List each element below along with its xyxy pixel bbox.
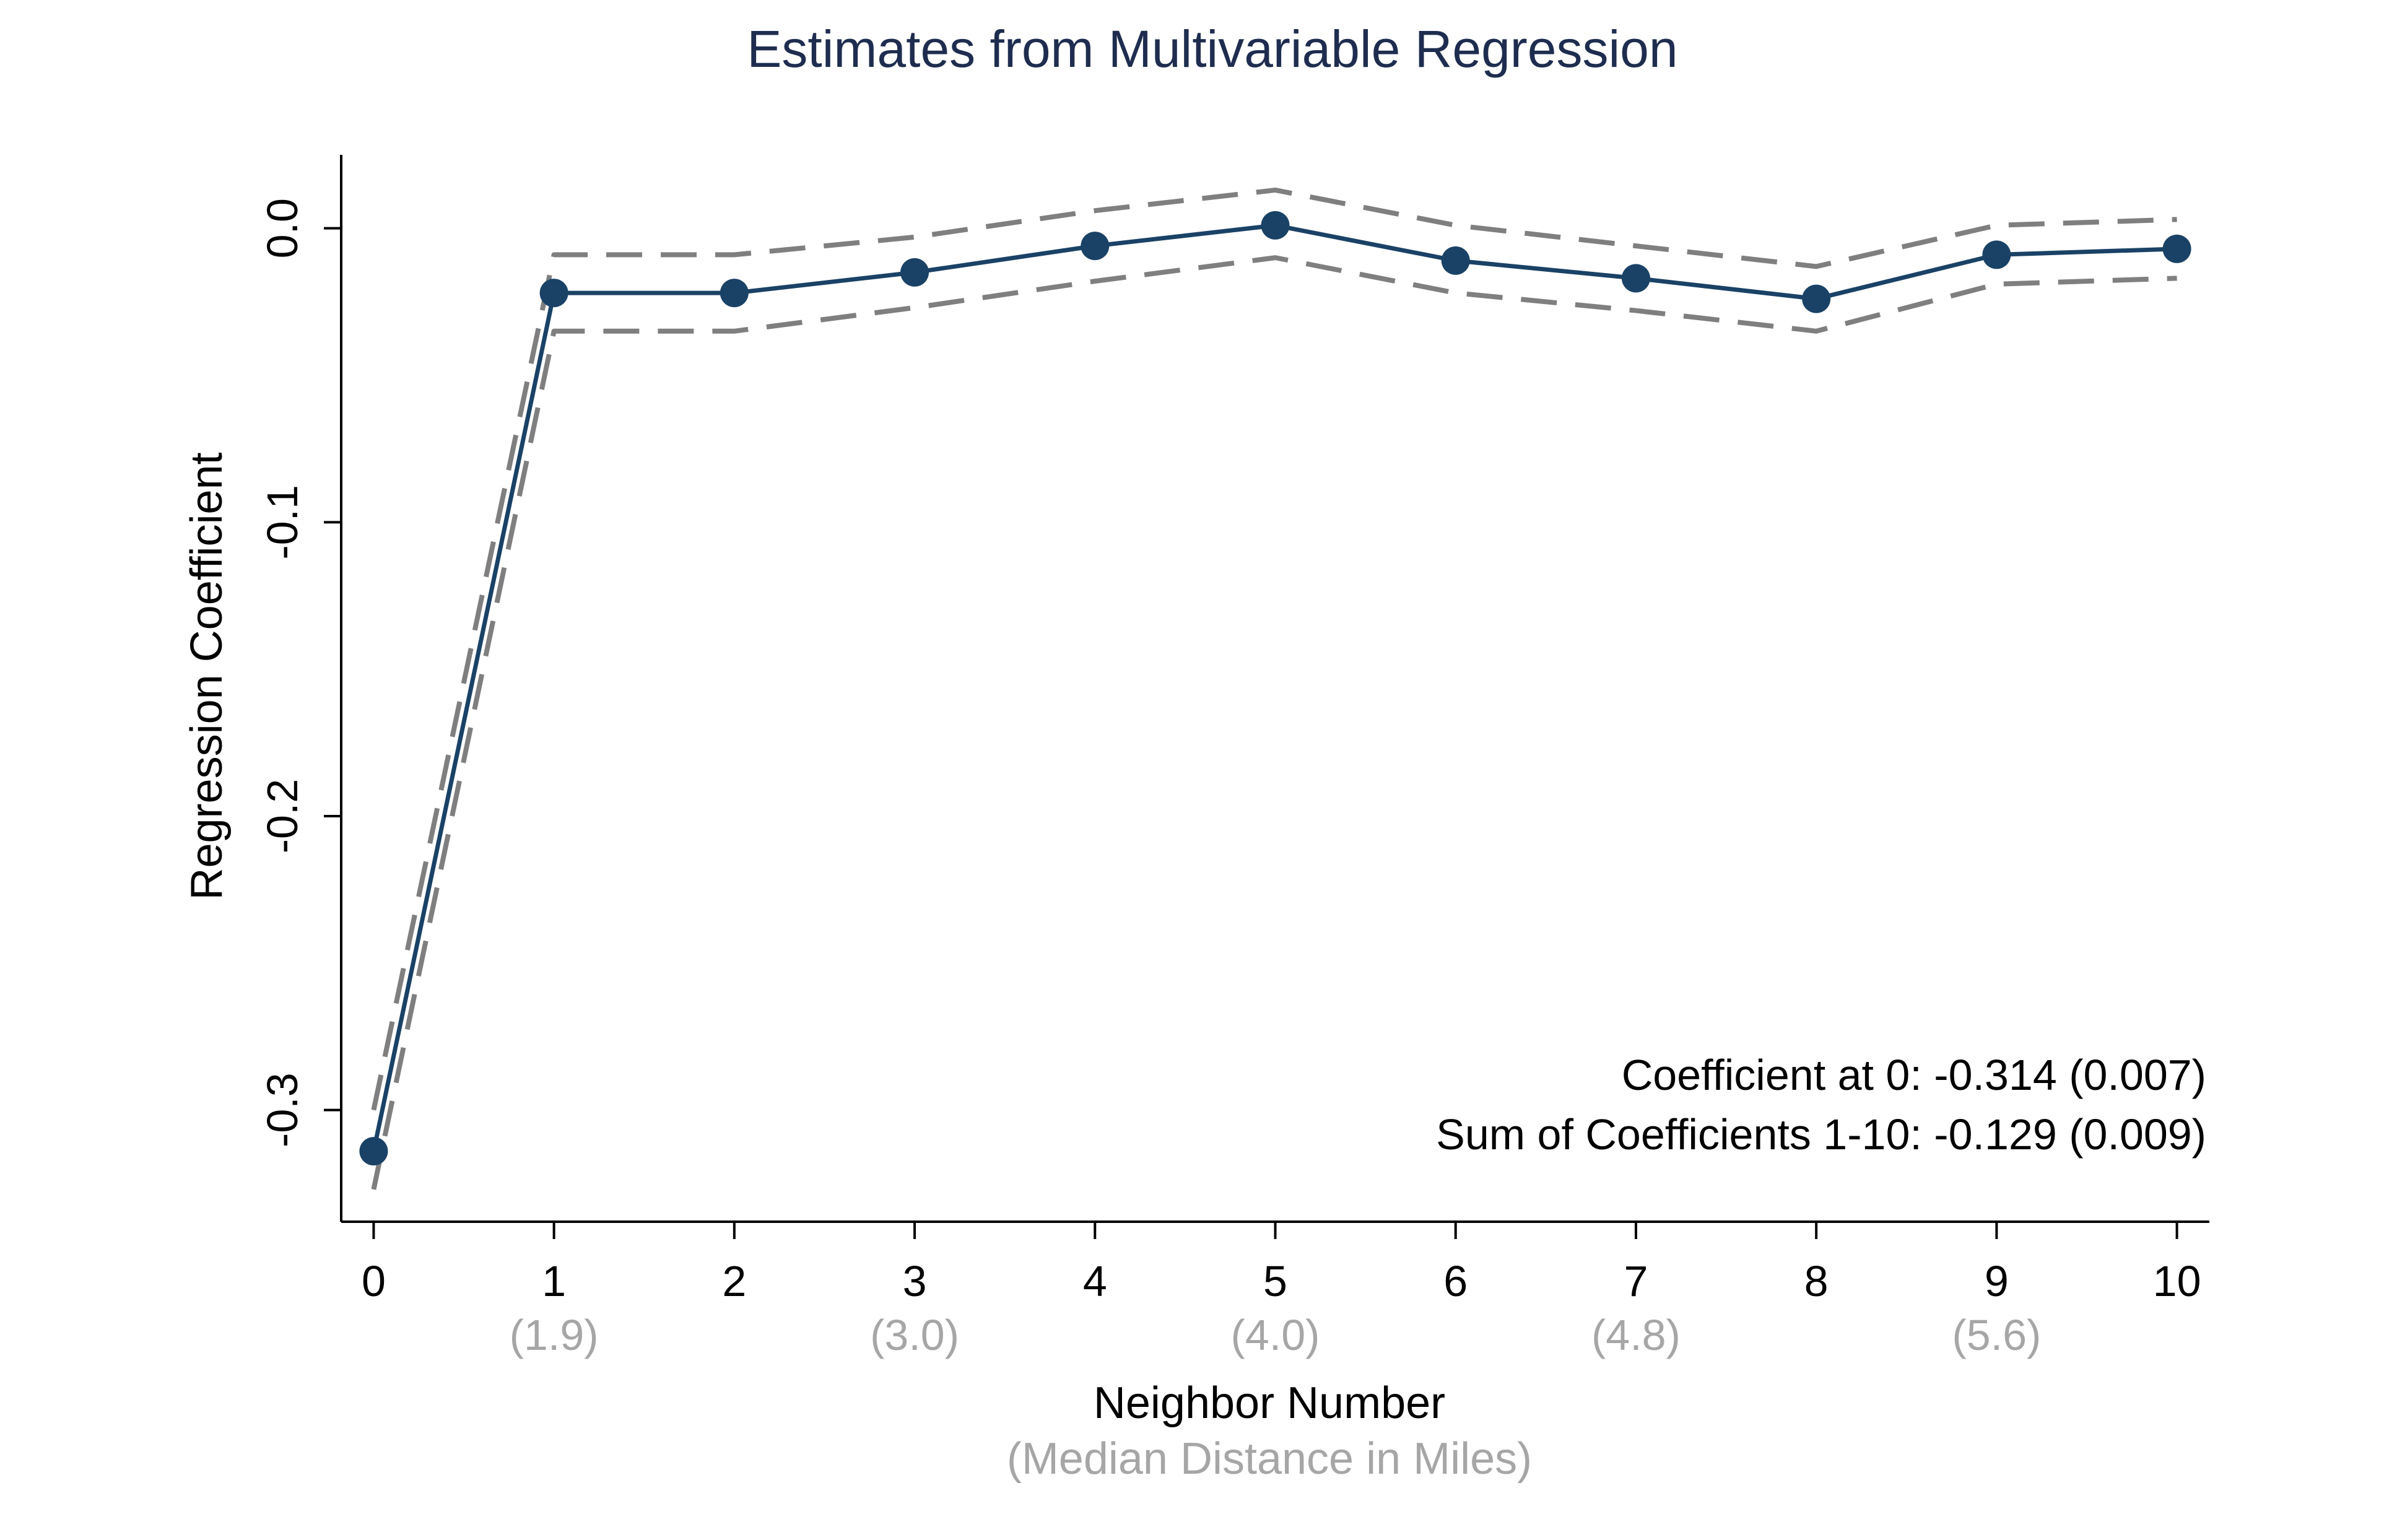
estimate-point: [1261, 211, 1290, 240]
estimate-line: [371, 223, 2177, 1152]
y-tick-label: 0.0: [258, 198, 307, 258]
annotation-coefficient-at-0: Coefficient at 0: -0.314 (0.007): [1622, 1051, 2206, 1099]
y-tick-label: -0.1: [258, 485, 307, 560]
x-axis-sublabel: (Median Distance in Miles): [1007, 1434, 1532, 1484]
x-tick-label: 6: [1443, 1257, 1468, 1305]
x-tick-label: 1: [542, 1257, 566, 1305]
x-sub-tick-label: (5.6): [1952, 1311, 2041, 1359]
estimate-point: [2162, 234, 2191, 263]
x-sub-tick-label: (3.0): [870, 1311, 959, 1359]
ci-line-upper-ci: [371, 187, 2177, 1111]
x-sub-tick-label: (4.0): [1231, 1311, 1320, 1359]
tick-labels: 0 1 2 3 4 5 6 7 8 9 10 (1.9) (3.0) (4.0) (4.8) (5.6) 0.0…: [258, 198, 2201, 1359]
estimate-point: [539, 279, 568, 308]
estimate-point: [1081, 232, 1110, 261]
x-tick-label: 4: [1083, 1257, 1107, 1305]
x-tick-label: 10: [2153, 1257, 2201, 1305]
x-tick-label: 5: [1263, 1257, 1287, 1305]
series-group: [359, 187, 2191, 1190]
ci-line-lower-ci: [371, 255, 2177, 1190]
x-tick-label: 0: [362, 1257, 386, 1305]
x-tick-label: 9: [1985, 1257, 2009, 1305]
estimate-point: [900, 258, 929, 287]
estimate-point: [1441, 246, 1470, 275]
x-tick-label: 8: [1804, 1257, 1829, 1305]
y-tick-label: -0.3: [258, 1072, 307, 1147]
estimate-point: [1982, 240, 2011, 269]
x-tick-label: 7: [1624, 1257, 1648, 1305]
axes: [324, 155, 2209, 1239]
chart-title: Estimates from Multivariable Regression: [747, 20, 1677, 78]
x-axis-label: Neighbor Number: [1094, 1378, 1445, 1428]
x-tick-label: 3: [903, 1257, 927, 1305]
y-tick-label: -0.2: [258, 779, 307, 854]
estimate-point: [1802, 284, 1831, 313]
x-sub-tick-label: (4.8): [1591, 1311, 1681, 1359]
x-tick-label: 2: [722, 1257, 746, 1305]
y-axis-label: Regression Coefficient: [182, 452, 232, 900]
annotation-sum-of-coefficients: Sum of Coefficients 1-10: -0.129 (0.009): [1436, 1110, 2206, 1159]
estimate-point: [720, 279, 749, 308]
x-sub-tick-label: (1.9): [510, 1311, 599, 1359]
estimate-point: [1621, 264, 1650, 293]
estimate-point: [359, 1137, 388, 1166]
